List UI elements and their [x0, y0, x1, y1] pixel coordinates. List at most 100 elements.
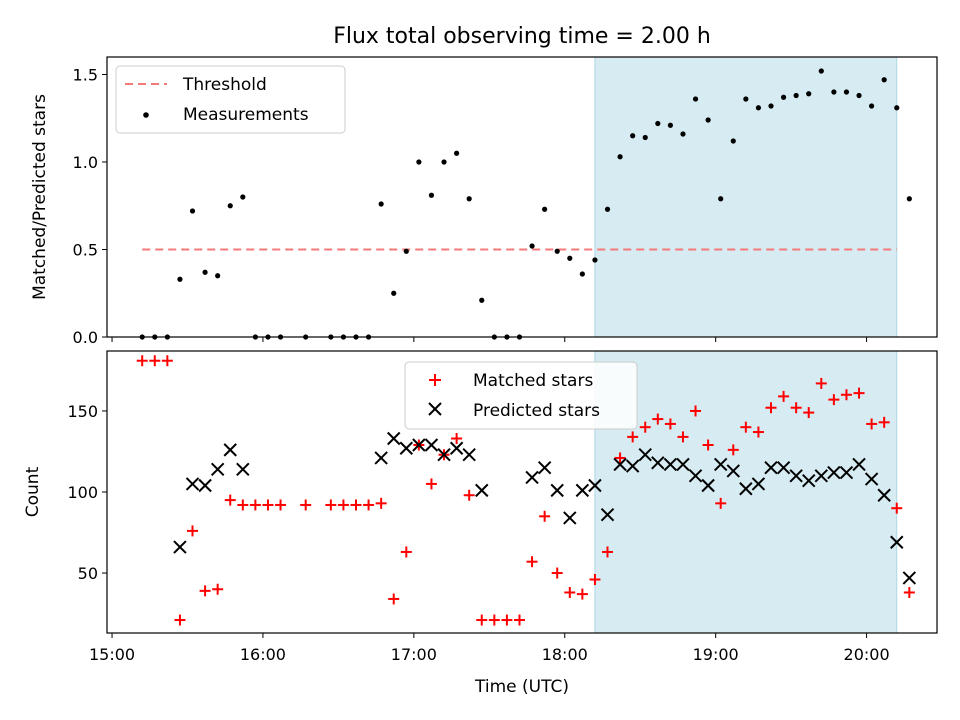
matched-star-point	[451, 433, 463, 445]
measurement-point	[793, 92, 799, 99]
predicted-star-point	[374, 451, 388, 465]
matched-star-point	[476, 614, 488, 626]
measurement-point	[416, 159, 422, 165]
measurement-point	[177, 276, 183, 282]
matched-star-point	[828, 394, 840, 406]
measurements-legend-label: Measurements	[183, 105, 309, 125]
predicted-star-point	[575, 483, 590, 498]
matched-star-point	[677, 431, 689, 443]
matched-star-point	[539, 510, 551, 522]
predicted-star-point	[236, 462, 250, 477]
matched-star-point	[740, 421, 752, 433]
y-tick-label: 100	[67, 483, 98, 502]
y-tick-label: 1.0	[73, 153, 98, 172]
measurement-point	[454, 150, 460, 156]
x-tick-label: 16:00	[240, 645, 286, 664]
top-x-ticks	[111, 337, 868, 342]
predicted-star-point	[726, 464, 740, 478]
matched-star-point	[639, 421, 651, 433]
top-y-axis-label: Matched/Predicted stars	[30, 94, 50, 300]
measurement-point	[403, 248, 409, 254]
x-tick-label: 19:00	[693, 645, 739, 664]
matched-star-point	[551, 567, 563, 579]
predicted-star-point	[550, 483, 564, 498]
measurement-point	[189, 208, 196, 214]
matched-star-point	[715, 497, 727, 509]
top-y-ticks: 0.0 0.5 1.0 1.5	[73, 66, 107, 347]
matched-legend-label: Matched stars	[473, 371, 593, 391]
matched-star-point	[174, 614, 186, 626]
measurement-point	[604, 206, 611, 212]
measurement-point	[680, 131, 686, 137]
matched-star-point	[602, 546, 614, 558]
top-panel: 0.0 0.5 1.0 1.5 Matched/Predicted stars Thr…	[30, 56, 938, 347]
matched-star-point	[664, 418, 676, 430]
predicted-star-point	[864, 472, 879, 486]
measurement-point	[894, 105, 900, 111]
bottom-x-ticks: 15:00 16:00 17:00 18:00 19:00 20:00	[89, 633, 890, 664]
matched-star-point	[690, 405, 702, 417]
measurement-point	[378, 201, 384, 207]
matched-star-point	[815, 377, 827, 389]
predicted-star-point	[764, 460, 778, 475]
predicted-star-point	[613, 457, 627, 472]
measurements-legend-swatch	[143, 112, 149, 118]
matched-star-point	[803, 407, 815, 419]
measurement-point	[755, 105, 762, 111]
y-tick-label: 1.5	[73, 66, 98, 85]
predicted-star-point	[789, 469, 803, 483]
predicted-star-point	[688, 469, 703, 483]
measurement-point	[730, 138, 736, 144]
matched-star-point	[564, 586, 576, 598]
matched-star-point	[400, 546, 412, 558]
threshold-legend-label: Threshold	[182, 75, 267, 95]
predicted-legend-swatch	[428, 402, 442, 416]
predicted-star-point	[676, 457, 690, 472]
x-tick-label: 17:00	[391, 645, 437, 664]
matched-star-point	[866, 418, 878, 430]
measurement-point	[718, 196, 724, 202]
measurement-point	[768, 103, 774, 109]
matched-star-point	[752, 426, 764, 438]
predicted-star-point	[877, 488, 891, 502]
predicted-star-point	[839, 465, 854, 480]
matched-star-point	[513, 614, 525, 626]
matched-star-point	[350, 499, 362, 511]
predicted-star-point	[198, 478, 212, 493]
predicted-star-point	[802, 473, 816, 488]
matched-star-point	[891, 502, 903, 514]
predicted-star-point	[462, 448, 476, 462]
measurement-point	[227, 203, 233, 209]
measurement-point	[642, 134, 648, 141]
predicted-star-point	[713, 457, 728, 472]
matched-star-point	[161, 355, 173, 367]
y-tick-label: 0.0	[73, 328, 98, 347]
predicted-star-point	[210, 462, 225, 477]
predicted-star-point	[185, 477, 200, 491]
predicted-star-point	[663, 457, 678, 472]
measurement-point	[692, 96, 699, 102]
matched-star-point	[463, 489, 475, 501]
matched-star-point	[363, 499, 375, 511]
measurement-point	[391, 290, 397, 296]
measurement-point	[630, 133, 636, 139]
matched-star-point	[501, 614, 513, 626]
matched-star-point	[727, 444, 739, 456]
measurement-point	[441, 159, 447, 165]
measurement-point	[466, 196, 472, 202]
matched-star-point	[375, 497, 387, 509]
predicted-star-point	[651, 456, 665, 470]
x-tick-label: 18:00	[542, 645, 588, 664]
measurement-point	[831, 89, 837, 95]
measurement-point	[667, 122, 673, 128]
bottom-legend-box	[404, 361, 638, 430]
matched-legend-swatch	[429, 374, 441, 386]
measurement-point	[655, 120, 661, 127]
predicted-star-point	[223, 443, 237, 457]
matched-star-point	[903, 586, 915, 598]
matched-star-point	[488, 614, 500, 626]
matched-star-point	[778, 390, 790, 402]
measurement-point	[881, 77, 887, 83]
